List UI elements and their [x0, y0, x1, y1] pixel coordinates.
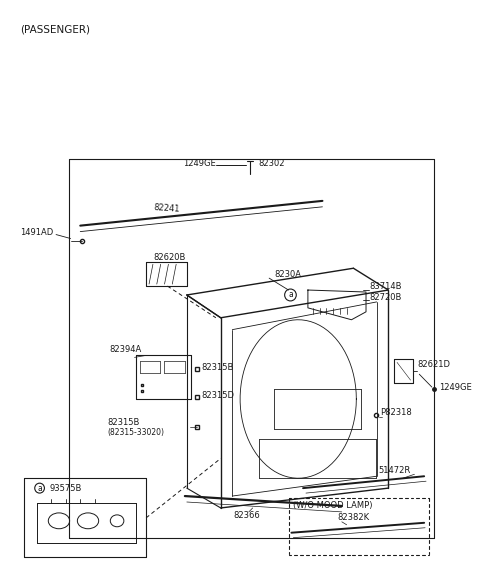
- Text: 51472R: 51472R: [379, 466, 411, 475]
- Text: 83714B: 83714B: [369, 281, 401, 291]
- Text: 82394A: 82394A: [109, 345, 142, 354]
- Text: (82315-33020): (82315-33020): [108, 428, 164, 437]
- Text: P82318: P82318: [381, 408, 412, 417]
- Text: 82315B: 82315B: [108, 418, 140, 427]
- Text: 82720B: 82720B: [369, 294, 401, 302]
- Text: 82382K: 82382K: [337, 513, 369, 522]
- Text: 8230A: 8230A: [274, 270, 301, 279]
- Text: 82315D: 82315D: [201, 390, 234, 400]
- Text: 1249GE: 1249GE: [439, 383, 471, 391]
- Text: 82621D: 82621D: [417, 360, 450, 369]
- Text: 82315B: 82315B: [201, 363, 234, 372]
- Text: 82366: 82366: [233, 512, 260, 520]
- Text: 1249GE: 1249GE: [183, 159, 216, 168]
- Text: (W/O MOOD LAMP): (W/O MOOD LAMP): [293, 502, 373, 510]
- Text: a: a: [37, 483, 42, 493]
- Text: a: a: [288, 291, 293, 299]
- Text: (PASSENGER): (PASSENGER): [20, 25, 90, 35]
- Text: 1491AD: 1491AD: [20, 228, 53, 237]
- Text: 82241: 82241: [153, 203, 180, 214]
- Text: 82620B: 82620B: [153, 253, 185, 262]
- Text: 93575B: 93575B: [49, 483, 82, 493]
- Text: 82302: 82302: [259, 159, 285, 168]
